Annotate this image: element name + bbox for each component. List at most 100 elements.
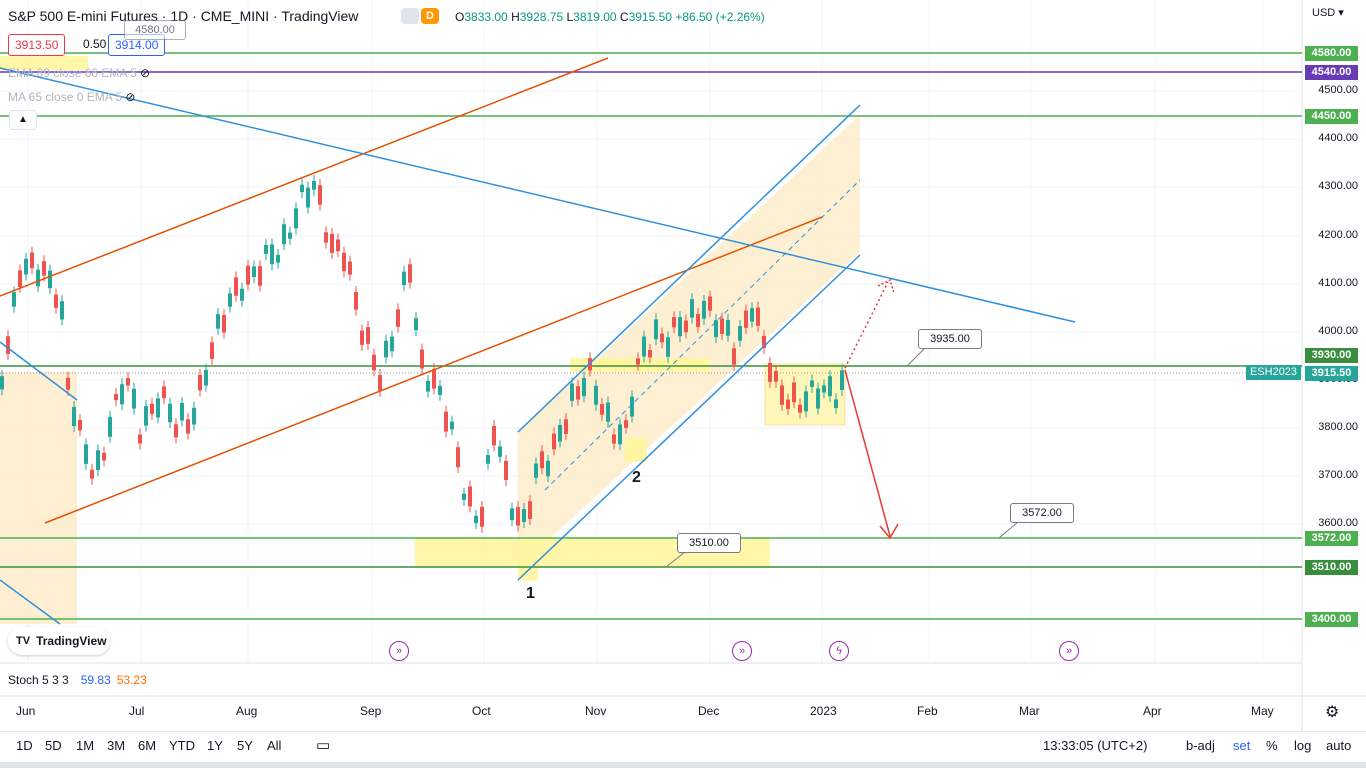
dividend-icon[interactable]: »	[1059, 641, 1079, 661]
ema-indicator-legend[interactable]: EMA 89 close 66 EMA 5 ⊘	[8, 66, 151, 80]
candle-body	[210, 342, 214, 359]
candle-body	[510, 508, 514, 521]
candle-body	[456, 447, 460, 468]
channel-upper	[517, 104, 861, 433]
calendar-range-icon[interactable]: ▭	[316, 737, 331, 754]
candle-body	[318, 185, 322, 205]
callout-3510[interactable]: 3510.00	[677, 533, 741, 553]
dividend-icon[interactable]: »	[732, 641, 752, 661]
scale-option-percent[interactable]: %	[1266, 738, 1278, 753]
timeframe-button-1d[interactable]: 1D	[16, 738, 33, 753]
candle-body	[738, 326, 742, 341]
sell-price-button[interactable]: 3913.50	[8, 34, 66, 56]
candle-body	[366, 327, 370, 344]
timeframe-button-ytd[interactable]: YTD	[169, 738, 195, 753]
time-axis-label: 2023	[810, 704, 837, 718]
symbol-title[interactable]: S&P 500 E-mini Futures · 1D · CME_MINI ·…	[8, 8, 359, 24]
channel-lower	[517, 254, 861, 581]
candle-body	[684, 320, 688, 333]
candle-body	[648, 350, 652, 358]
candle-body	[216, 314, 220, 329]
timeframe-button-5d[interactable]: 5D	[45, 738, 62, 753]
open-value: 3833.00	[464, 10, 508, 24]
change-value: +86.50 (+2.26%)	[675, 10, 765, 24]
delayed-badge[interactable]: D	[421, 8, 439, 24]
candle-body	[294, 208, 298, 229]
candle-body	[132, 388, 136, 409]
candle-body	[774, 370, 778, 382]
candle-body	[420, 349, 424, 369]
candle-body	[378, 374, 382, 391]
price-tag: 3510.00	[1305, 560, 1358, 575]
orange-trendline-lower	[44, 216, 823, 524]
price-tag: 4580.00	[1305, 46, 1358, 61]
candle-body	[48, 270, 52, 289]
callout-3935[interactable]: 3935.00	[918, 329, 982, 349]
scale-option-b-adj[interactable]: b-adj	[1186, 738, 1215, 753]
price-axis-label: 4300.00	[1318, 180, 1358, 192]
candle-body	[18, 270, 22, 288]
channel-fill	[518, 115, 860, 568]
candle-body	[570, 383, 574, 401]
candle-body	[162, 386, 166, 399]
price-axis-label: 3600.00	[1318, 517, 1358, 529]
replay-badge[interactable]	[401, 8, 419, 24]
eye-crossed-icon[interactable]: ⊘	[125, 90, 136, 104]
candle-body	[468, 486, 472, 507]
scale-option-set[interactable]: set	[1233, 738, 1251, 753]
dividend-icon[interactable]: »	[389, 641, 409, 661]
currency-selector[interactable]: USD ▾	[1312, 7, 1344, 19]
bullish-projection-arrow	[844, 281, 889, 369]
eye-crossed-icon[interactable]: ⊘	[140, 66, 151, 80]
scale-option-auto[interactable]: auto	[1326, 738, 1352, 753]
candle-body	[84, 444, 88, 464]
stoch-legend[interactable]: Stoch 5 3 3 59.83 53.23	[8, 673, 147, 687]
callout-3572[interactable]: 3572.00	[1010, 503, 1074, 523]
candle-body	[174, 424, 178, 438]
scale-option-log[interactable]: log	[1294, 738, 1312, 753]
candle-body	[636, 358, 640, 365]
blue-short-line	[0, 341, 78, 401]
tradingview-logo[interactable]: TV TradingView	[8, 627, 110, 655]
candle-body	[396, 309, 400, 327]
channel-median	[544, 179, 861, 491]
price-axis-label: 3800.00	[1318, 421, 1358, 433]
candle-body	[522, 508, 526, 523]
candle-body	[624, 420, 628, 428]
wave-label-1: 1	[526, 585, 535, 602]
candle-body	[324, 232, 328, 243]
ma-indicator-legend[interactable]: MA 65 close 0 EMA 5 ⊘	[8, 90, 136, 104]
timeframe-button-all[interactable]: All	[267, 738, 282, 753]
candle-body	[144, 406, 148, 426]
candle-body	[114, 394, 118, 401]
candle-body	[390, 336, 394, 352]
gear-icon[interactable]: ⚙	[1325, 704, 1340, 721]
candle-body	[528, 501, 532, 519]
candle-body	[678, 317, 682, 337]
timeframe-button-1m[interactable]: 1M	[76, 738, 95, 753]
candle-body	[240, 288, 244, 301]
earnings-icon[interactable]: ϟ	[829, 641, 849, 661]
chevron-up-icon[interactable]: ▲	[9, 110, 37, 130]
timeframe-button-3m[interactable]: 3M	[107, 738, 126, 753]
price-axis-label: 3700.00	[1318, 469, 1358, 481]
price-tag: 3400.00	[1305, 612, 1358, 627]
candle-body	[138, 434, 142, 444]
left-zone	[0, 372, 77, 624]
timeframe-button-5y[interactable]: 5Y	[237, 738, 253, 753]
candle-body	[282, 224, 286, 245]
candle-body	[612, 434, 616, 444]
timeframe-button-6m[interactable]: 6M	[138, 738, 157, 753]
time-axis-label: Jul	[129, 704, 145, 718]
timeframe-button-1y[interactable]: 1Y	[207, 738, 223, 753]
price-axis-label: 4200.00	[1318, 229, 1358, 241]
stoch-d-value: 53.23	[116, 673, 147, 687]
tradingview-logo-icon: TV	[16, 635, 31, 647]
candle-body	[660, 333, 664, 343]
hidden-label: 4580.00	[124, 20, 186, 40]
candle-body	[804, 391, 808, 412]
bearish-projection-arrow	[844, 369, 891, 537]
clock[interactable]: 13:33:05 (UTC+2)	[1043, 738, 1148, 753]
candle-body	[252, 266, 256, 278]
